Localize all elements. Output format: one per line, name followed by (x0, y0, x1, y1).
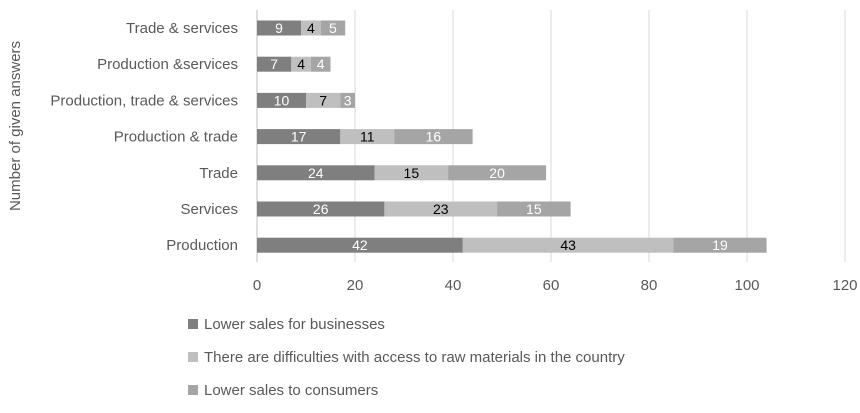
bar-segment (384, 201, 498, 217)
bar-segment (257, 201, 385, 217)
bar-segment (306, 92, 341, 108)
bar-segment (257, 20, 302, 36)
bar-segment (257, 129, 341, 145)
data-label: 19 (712, 237, 728, 253)
x-tick-label: 100 (734, 277, 759, 294)
legend-item: Lower sales for businesses (188, 314, 625, 334)
legend: Lower sales for businesses There are dif… (188, 314, 625, 413)
bar-segment (673, 237, 767, 253)
data-label: 26 (313, 201, 329, 217)
bar-segment (340, 129, 395, 145)
bar-segment (257, 165, 375, 181)
data-label: 10 (274, 92, 290, 108)
category-label: Production &services (97, 56, 238, 73)
legend-item: Lower sales to consumers (188, 380, 625, 400)
category-label: Trade (199, 165, 238, 182)
data-label: 43 (560, 237, 576, 253)
bar-segment (374, 165, 449, 181)
category-labels: Trade & services Production &services Prod… (50, 20, 238, 254)
category-label: Production (166, 237, 238, 254)
legend-label: There are difficulties with access to ra… (204, 348, 625, 366)
bar-segment (310, 56, 331, 72)
data-label: 4 (317, 56, 325, 72)
legend-swatch (188, 319, 198, 329)
bar-segment (497, 201, 571, 217)
data-label: 3 (344, 92, 352, 108)
data-label: 24 (308, 165, 324, 181)
category-label: Production, trade & services (50, 92, 238, 109)
data-label: 7 (319, 92, 327, 108)
bar-segment (257, 237, 463, 253)
data-label: 42 (352, 237, 368, 253)
bar-segment (257, 56, 292, 72)
x-tick-label: 20 (347, 277, 364, 294)
bar-segment (301, 20, 321, 36)
bar-segment (257, 92, 306, 108)
data-label: 16 (426, 129, 442, 145)
data-label: 20 (489, 165, 505, 181)
x-tick-label: 40 (445, 277, 462, 294)
data-label: 23 (433, 201, 449, 217)
data-label: 9 (275, 20, 283, 36)
legend-label: Lower sales to consumers (204, 381, 379, 399)
bar-segment (291, 56, 311, 72)
data-label: 11 (360, 129, 375, 145)
data-label: 17 (291, 129, 307, 145)
x-tick-label: 120 (832, 277, 857, 294)
x-tick-label: 60 (543, 277, 560, 294)
data-label: 15 (404, 165, 420, 181)
bar-segment (448, 165, 547, 181)
x-tick-labels: 0 20 40 60 80 100 120 (253, 277, 858, 294)
category-label: Production & trade (114, 129, 238, 146)
legend-label: Lower sales for businesses (204, 315, 385, 333)
bar-segment (340, 92, 355, 108)
data-label: 7 (270, 56, 278, 72)
category-label: Trade & services (126, 20, 238, 37)
y-axis-label: Number of given answers (7, 41, 24, 211)
legend-item: There are difficulties with access to ra… (188, 347, 625, 367)
data-label: 5 (329, 20, 337, 36)
x-tick-label: 0 (253, 277, 261, 294)
category-label: Services (180, 201, 238, 218)
legend-swatch (188, 352, 198, 362)
bar-segment (320, 20, 346, 36)
bar-segment (394, 129, 473, 145)
bar-segment (462, 237, 674, 253)
data-label: 4 (307, 20, 315, 36)
x-tick-label: 80 (641, 277, 658, 294)
data-label: 15 (526, 201, 542, 217)
data-label: 4 (297, 56, 305, 72)
legend-swatch (188, 385, 198, 395)
